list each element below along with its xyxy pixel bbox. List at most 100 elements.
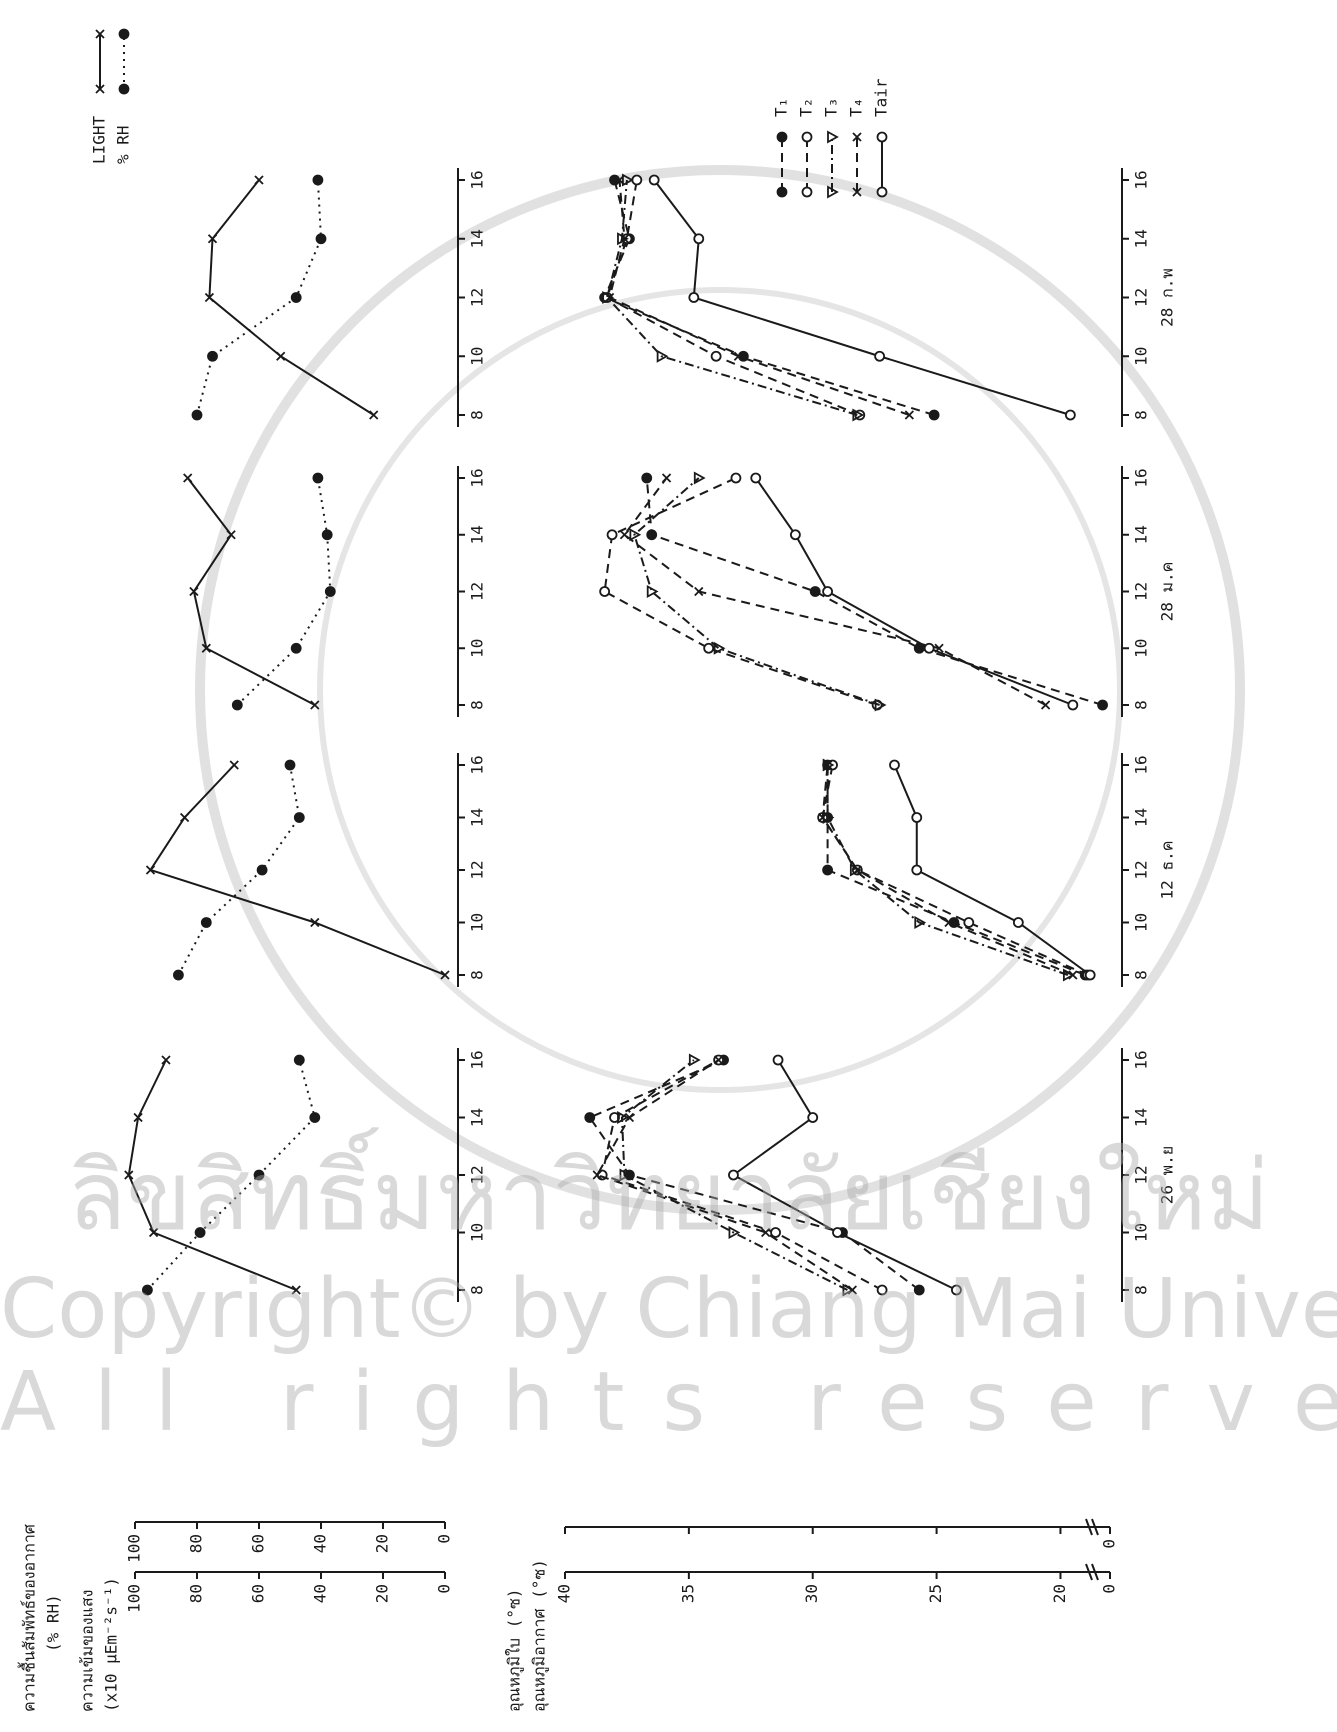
y-tick-label: 0 bbox=[435, 1584, 454, 1594]
series-line bbox=[624, 478, 1045, 705]
x-tick-label: 12 bbox=[1132, 582, 1151, 601]
marker bbox=[791, 530, 800, 539]
x-tick-label: 12 bbox=[468, 288, 487, 307]
marker bbox=[930, 411, 939, 420]
marker bbox=[823, 587, 832, 596]
marker bbox=[1098, 701, 1107, 710]
x-tick-label: 8 bbox=[468, 700, 487, 710]
series-line bbox=[634, 478, 879, 705]
watermark-text: Copyright© by Chiang Mai University bbox=[0, 1262, 1337, 1357]
x-tick-label: 12 bbox=[1132, 288, 1151, 307]
y-tick-label: 80 bbox=[187, 1534, 206, 1553]
marker bbox=[295, 1056, 304, 1065]
series-line bbox=[610, 180, 910, 415]
x-tick-label: 14 bbox=[468, 229, 487, 248]
marker bbox=[326, 587, 335, 596]
y-tick-label: 20 bbox=[373, 1534, 392, 1553]
marker bbox=[803, 133, 812, 142]
legend-label: Tair bbox=[872, 78, 891, 117]
marker bbox=[715, 643, 724, 653]
marker bbox=[174, 971, 183, 980]
y-tick-label: 40 bbox=[555, 1584, 574, 1603]
y-tick-label: 0 bbox=[435, 1534, 454, 1544]
marker bbox=[233, 701, 242, 710]
marker bbox=[694, 234, 703, 243]
marker bbox=[803, 188, 812, 197]
marker bbox=[202, 918, 211, 927]
marker bbox=[600, 587, 609, 596]
marker bbox=[1069, 971, 1077, 979]
marker bbox=[608, 530, 617, 539]
marker bbox=[162, 1056, 170, 1064]
y-tick-label: 35 bbox=[678, 1584, 697, 1603]
marker bbox=[878, 188, 887, 197]
y-tick-label: 60 bbox=[249, 1584, 268, 1603]
x-tick-label: 16 bbox=[1132, 170, 1151, 189]
x-tick-label: 14 bbox=[1132, 808, 1151, 827]
y-tick-label: 100 bbox=[125, 1584, 144, 1613]
marker bbox=[1066, 411, 1075, 420]
y-tick-label: 40 bbox=[311, 1584, 330, 1603]
x-tick-label: 10 bbox=[468, 913, 487, 932]
series-line bbox=[188, 478, 315, 705]
marker bbox=[227, 531, 235, 539]
panel-label: 28 ก.พ bbox=[1158, 268, 1177, 327]
marker bbox=[230, 761, 238, 769]
x-tick-label: 10 bbox=[1132, 913, 1151, 932]
y2-axis-units: (% RH) bbox=[44, 1594, 63, 1652]
y2-axis-title: อุณหภูมิอากาศ (°ซ) bbox=[530, 1559, 550, 1712]
y-tick-label: 80 bbox=[187, 1584, 206, 1603]
marker bbox=[313, 176, 322, 185]
marker bbox=[292, 293, 301, 302]
x-tick-label: 16 bbox=[1132, 755, 1151, 774]
x-tick-label: 16 bbox=[468, 755, 487, 774]
marker bbox=[650, 176, 659, 185]
marker bbox=[875, 352, 884, 361]
marker bbox=[370, 411, 378, 419]
series-line bbox=[178, 765, 299, 975]
marker bbox=[689, 293, 698, 302]
marker bbox=[277, 352, 285, 360]
x-tick-label: 8 bbox=[468, 410, 487, 420]
y-axis-title: ความเข้มของแสง bbox=[78, 1590, 97, 1712]
marker bbox=[184, 474, 192, 482]
y-tick-label: 20 bbox=[1050, 1584, 1069, 1603]
x-tick-label: 16 bbox=[1132, 468, 1151, 487]
x-tick-label: 10 bbox=[1132, 347, 1151, 366]
y-axis-title: อุณหภูมิใบ (°ซ) bbox=[505, 1589, 525, 1712]
x-tick-label: 16 bbox=[468, 468, 487, 487]
marker bbox=[642, 474, 651, 483]
marker bbox=[610, 176, 619, 185]
marker bbox=[258, 866, 267, 875]
marker bbox=[1068, 701, 1077, 710]
series-line bbox=[607, 180, 860, 415]
marker bbox=[925, 644, 934, 653]
x-tick-label: 16 bbox=[1132, 1050, 1151, 1069]
marker bbox=[912, 866, 921, 875]
marker bbox=[823, 866, 832, 875]
series-line bbox=[894, 765, 1090, 975]
series-line bbox=[607, 180, 857, 415]
panel-label: 28 ม.ค bbox=[1158, 562, 1177, 622]
marker bbox=[1086, 971, 1095, 980]
marker bbox=[712, 352, 721, 361]
x-tick-label: 8 bbox=[1132, 700, 1151, 710]
marker bbox=[828, 132, 837, 142]
x-tick-label: 10 bbox=[468, 639, 487, 658]
marker bbox=[774, 1056, 783, 1065]
marker bbox=[1014, 918, 1023, 927]
marker bbox=[255, 176, 263, 184]
series-line bbox=[828, 765, 1068, 975]
marker bbox=[778, 188, 787, 197]
marker bbox=[731, 474, 740, 483]
x-tick-label: 16 bbox=[468, 170, 487, 189]
x-tick-label: 12 bbox=[468, 582, 487, 601]
x-tick-label: 12 bbox=[1132, 860, 1151, 879]
marker bbox=[286, 761, 295, 770]
x-tick-label: 8 bbox=[468, 970, 487, 980]
marker bbox=[313, 474, 322, 483]
marker bbox=[663, 474, 671, 482]
legend-label: T₄ bbox=[847, 98, 866, 117]
legend-label: % RH bbox=[114, 125, 133, 164]
series-line bbox=[654, 180, 1070, 415]
